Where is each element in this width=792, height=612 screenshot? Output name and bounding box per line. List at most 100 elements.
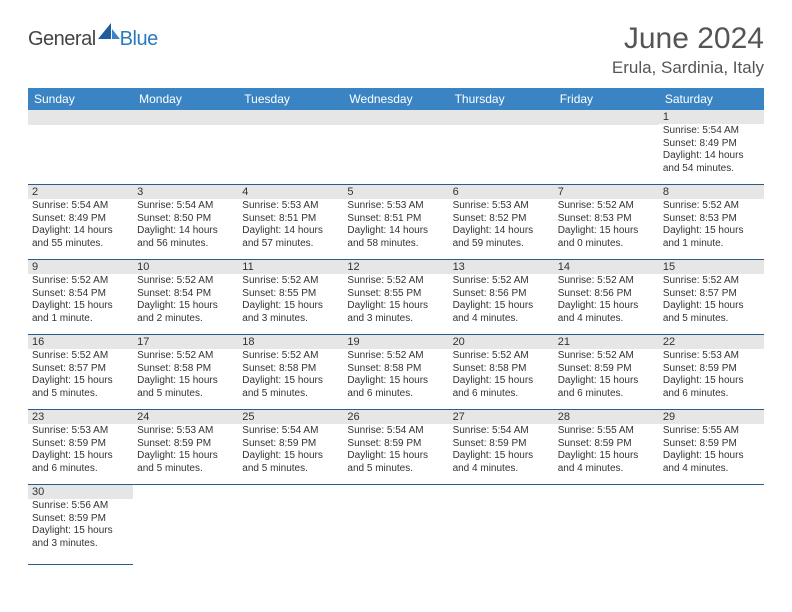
header: General Blue June 2024 Erula, Sardinia, …	[28, 22, 764, 78]
sunset-text: Sunset: 8:58 PM	[242, 363, 339, 376]
sunrise-text: Sunrise: 5:53 AM	[347, 200, 444, 213]
calendar-row: 23Sunrise: 5:53 AMSunset: 8:59 PMDayligh…	[28, 410, 764, 485]
day-details	[238, 500, 343, 550]
daylight-text: Daylight: 14 hours and 55 minutes.	[32, 225, 129, 250]
day-details: Sunrise: 5:56 AMSunset: 8:59 PMDaylight:…	[28, 499, 133, 550]
day-details: Sunrise: 5:52 AMSunset: 8:53 PMDaylight:…	[554, 199, 659, 250]
day-number: 11	[238, 260, 343, 274]
weekday-header-row: Sunday Monday Tuesday Wednesday Thursday…	[28, 88, 764, 110]
sunset-text: Sunset: 8:59 PM	[663, 363, 760, 376]
calendar-cell	[659, 485, 764, 565]
sunset-text: Sunset: 8:59 PM	[32, 438, 129, 451]
calendar-cell: 10Sunrise: 5:52 AMSunset: 8:54 PMDayligh…	[133, 260, 238, 335]
sunset-text: Sunset: 8:54 PM	[32, 288, 129, 301]
sunset-text: Sunset: 8:59 PM	[242, 438, 339, 451]
sunrise-text: Sunrise: 5:52 AM	[137, 275, 234, 288]
day-details: Sunrise: 5:52 AMSunset: 8:55 PMDaylight:…	[343, 274, 448, 325]
day-number	[238, 110, 343, 125]
calendar-cell: 9Sunrise: 5:52 AMSunset: 8:54 PMDaylight…	[28, 260, 133, 335]
day-number	[343, 110, 448, 125]
calendar-row: 30Sunrise: 5:56 AMSunset: 8:59 PMDayligh…	[28, 485, 764, 565]
calendar-page: General Blue June 2024 Erula, Sardinia, …	[0, 0, 792, 587]
day-number: 17	[133, 335, 238, 349]
day-number: 19	[343, 335, 448, 349]
day-number: 6	[449, 185, 554, 199]
logo-sail-icon	[98, 23, 120, 46]
calendar-cell	[28, 110, 133, 185]
day-number	[343, 485, 448, 500]
calendar-cell	[449, 485, 554, 565]
daylight-text: Daylight: 15 hours and 5 minutes.	[242, 450, 339, 475]
day-number	[133, 110, 238, 125]
sunset-text: Sunset: 8:59 PM	[453, 438, 550, 451]
day-number: 9	[28, 260, 133, 274]
day-number	[449, 485, 554, 500]
calendar-cell: 13Sunrise: 5:52 AMSunset: 8:56 PMDayligh…	[449, 260, 554, 335]
day-number	[449, 110, 554, 125]
calendar-cell: 4Sunrise: 5:53 AMSunset: 8:51 PMDaylight…	[238, 185, 343, 260]
day-number: 5	[343, 185, 448, 199]
calendar-cell: 25Sunrise: 5:54 AMSunset: 8:59 PMDayligh…	[238, 410, 343, 485]
sunrise-text: Sunrise: 5:52 AM	[242, 350, 339, 363]
daylight-text: Daylight: 15 hours and 5 minutes.	[347, 450, 444, 475]
sunset-text: Sunset: 8:55 PM	[347, 288, 444, 301]
sunrise-text: Sunrise: 5:55 AM	[558, 425, 655, 438]
sunrise-text: Sunrise: 5:52 AM	[558, 350, 655, 363]
calendar-row: 1Sunrise: 5:54 AMSunset: 8:49 PMDaylight…	[28, 110, 764, 185]
day-number: 21	[554, 335, 659, 349]
day-number	[659, 485, 764, 500]
calendar-cell: 19Sunrise: 5:52 AMSunset: 8:58 PMDayligh…	[343, 335, 448, 410]
calendar-row: 16Sunrise: 5:52 AMSunset: 8:57 PMDayligh…	[28, 335, 764, 410]
day-details: Sunrise: 5:52 AMSunset: 8:58 PMDaylight:…	[238, 349, 343, 400]
daylight-text: Daylight: 15 hours and 1 minute.	[663, 225, 760, 250]
day-number: 13	[449, 260, 554, 274]
calendar-cell: 26Sunrise: 5:54 AMSunset: 8:59 PMDayligh…	[343, 410, 448, 485]
day-details: Sunrise: 5:52 AMSunset: 8:56 PMDaylight:…	[554, 274, 659, 325]
daylight-text: Daylight: 15 hours and 6 minutes.	[32, 450, 129, 475]
calendar-cell: 2Sunrise: 5:54 AMSunset: 8:49 PMDaylight…	[28, 185, 133, 260]
day-details	[133, 125, 238, 175]
day-details: Sunrise: 5:52 AMSunset: 8:57 PMDaylight:…	[28, 349, 133, 400]
day-details: Sunrise: 5:53 AMSunset: 8:59 PMDaylight:…	[28, 424, 133, 475]
day-details: Sunrise: 5:52 AMSunset: 8:59 PMDaylight:…	[554, 349, 659, 400]
day-number: 25	[238, 410, 343, 424]
daylight-text: Daylight: 14 hours and 54 minutes.	[663, 150, 760, 175]
day-details	[343, 500, 448, 550]
sunrise-text: Sunrise: 5:53 AM	[242, 200, 339, 213]
sunrise-text: Sunrise: 5:52 AM	[137, 350, 234, 363]
sunrise-text: Sunrise: 5:54 AM	[663, 125, 760, 138]
calendar-cell: 29Sunrise: 5:55 AMSunset: 8:59 PMDayligh…	[659, 410, 764, 485]
day-number: 8	[659, 185, 764, 199]
calendar-cell: 15Sunrise: 5:52 AMSunset: 8:57 PMDayligh…	[659, 260, 764, 335]
sunrise-text: Sunrise: 5:52 AM	[663, 275, 760, 288]
title-block: June 2024 Erula, Sardinia, Italy	[612, 22, 764, 78]
weekday-header: Monday	[133, 88, 238, 110]
day-details: Sunrise: 5:52 AMSunset: 8:54 PMDaylight:…	[28, 274, 133, 325]
sunset-text: Sunset: 8:57 PM	[663, 288, 760, 301]
sunset-text: Sunset: 8:59 PM	[347, 438, 444, 451]
sunrise-text: Sunrise: 5:52 AM	[347, 275, 444, 288]
sunrise-text: Sunrise: 5:52 AM	[453, 350, 550, 363]
calendar-cell	[554, 485, 659, 565]
logo-text-part1: General	[28, 28, 96, 51]
day-number: 12	[343, 260, 448, 274]
sunrise-text: Sunrise: 5:56 AM	[32, 500, 129, 513]
sunset-text: Sunset: 8:59 PM	[558, 438, 655, 451]
sunrise-text: Sunrise: 5:54 AM	[32, 200, 129, 213]
day-number	[554, 485, 659, 500]
sunrise-text: Sunrise: 5:52 AM	[453, 275, 550, 288]
sunrise-text: Sunrise: 5:52 AM	[32, 275, 129, 288]
calendar-cell: 14Sunrise: 5:52 AMSunset: 8:56 PMDayligh…	[554, 260, 659, 335]
calendar-cell	[238, 110, 343, 185]
sunrise-text: Sunrise: 5:53 AM	[32, 425, 129, 438]
day-details: Sunrise: 5:52 AMSunset: 8:58 PMDaylight:…	[343, 349, 448, 400]
day-number: 27	[449, 410, 554, 424]
weekday-header: Friday	[554, 88, 659, 110]
day-details	[659, 500, 764, 550]
calendar-cell: 1Sunrise: 5:54 AMSunset: 8:49 PMDaylight…	[659, 110, 764, 185]
day-number: 16	[28, 335, 133, 349]
sunset-text: Sunset: 8:56 PM	[558, 288, 655, 301]
sunset-text: Sunset: 8:49 PM	[32, 213, 129, 226]
day-details: Sunrise: 5:52 AMSunset: 8:58 PMDaylight:…	[133, 349, 238, 400]
day-details: Sunrise: 5:55 AMSunset: 8:59 PMDaylight:…	[554, 424, 659, 475]
